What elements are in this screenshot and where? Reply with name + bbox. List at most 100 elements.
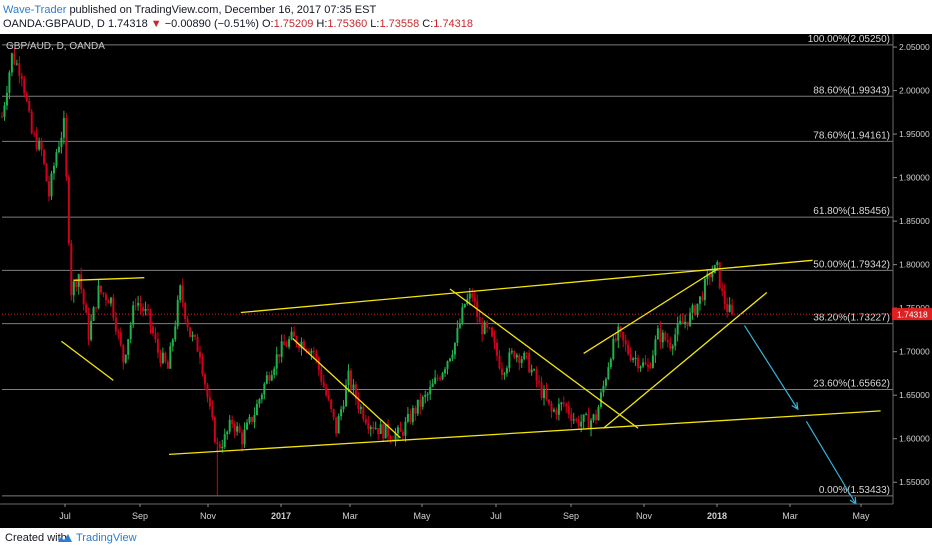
candle-down <box>488 327 491 329</box>
candle-up <box>642 362 645 367</box>
open-label: O: <box>261 18 274 30</box>
candle-down <box>518 355 521 363</box>
candle-down <box>486 322 489 328</box>
candle-down <box>439 378 442 380</box>
candlestick-chart[interactable]: 100.00%(2.05250) 88.60%(1.99343) 78.60%(1.… <box>0 34 932 528</box>
candle-down <box>330 399 333 410</box>
fib-level-label: 50.00%(1.79342) <box>813 259 890 270</box>
trendline[interactable] <box>583 268 718 354</box>
projection-line[interactable] <box>805 421 857 505</box>
candle-down <box>194 334 197 337</box>
author-link[interactable]: Wave-Trader <box>3 4 67 16</box>
tradingview-brand[interactable]: TradingView <box>76 532 137 544</box>
candle-down <box>387 423 390 437</box>
candle-up <box>10 53 13 73</box>
candle-down <box>349 370 352 389</box>
time-axis[interactable]: Jul Sep Nov 2017 Mar May Jul Sep Nov 2018 Mar May <box>0 503 932 528</box>
candle-up <box>453 342 456 355</box>
candle-down <box>189 327 192 337</box>
candle-up <box>404 421 407 436</box>
price-tick-label: 1.85000 <box>899 216 930 226</box>
trendline[interactable] <box>292 338 401 439</box>
candle-down <box>293 331 296 337</box>
trendline[interactable] <box>449 288 639 429</box>
candle-up <box>337 416 340 434</box>
candle-up <box>411 407 414 423</box>
candle-up <box>340 409 343 417</box>
candle-down <box>302 341 305 350</box>
candle-up <box>144 308 147 312</box>
candle-up <box>273 368 276 376</box>
candle-down <box>666 340 669 343</box>
candle-down <box>414 407 417 414</box>
trendline[interactable] <box>73 277 145 281</box>
candle-up <box>236 426 239 432</box>
candle-up <box>446 361 449 370</box>
candle-down <box>213 417 216 443</box>
candle-up <box>421 396 424 407</box>
candle-up <box>444 369 447 374</box>
price-axis[interactable]: 2.05000 2.00000 1.95000 1.90000 1.85000 1.800… <box>892 34 932 528</box>
candle-down <box>637 358 640 369</box>
candle-down <box>644 362 647 365</box>
candle-up <box>634 358 637 360</box>
candle-down <box>694 305 696 315</box>
candle-up <box>604 379 607 386</box>
candle-down <box>154 333 157 340</box>
candle-down <box>203 374 206 385</box>
candle-down <box>28 100 31 112</box>
candle-up <box>379 424 382 435</box>
candle-up <box>60 137 63 147</box>
candle-down <box>555 409 558 415</box>
candle-down <box>1 116 3 118</box>
low-label: L: <box>370 18 380 30</box>
candle-up <box>510 351 513 353</box>
trendline[interactable] <box>169 410 881 456</box>
candle-up <box>50 173 53 197</box>
candle-up <box>38 141 41 150</box>
candle-down <box>70 243 73 296</box>
candle-down <box>528 352 531 373</box>
candle-down <box>107 300 110 304</box>
candle-down <box>575 419 578 421</box>
candle-up <box>711 273 714 278</box>
candle-down <box>164 352 167 362</box>
time-tick-label: May <box>413 511 431 521</box>
candle-up <box>406 413 409 422</box>
candle-down <box>87 312 90 340</box>
candle-down <box>18 63 21 76</box>
candle-down <box>669 342 672 349</box>
candle-down <box>298 344 300 349</box>
footer: Created with TradingView <box>0 528 932 550</box>
trendline[interactable] <box>61 340 114 381</box>
candle-up <box>698 296 701 304</box>
candle-up <box>451 354 454 359</box>
candle-down <box>577 419 580 427</box>
candle-down <box>199 351 201 358</box>
time-tick-label: Jul <box>490 511 502 521</box>
candle-down <box>278 354 281 357</box>
candle-down <box>322 381 325 388</box>
candle-down <box>285 345 288 347</box>
candle-up <box>3 105 6 117</box>
candle-down <box>159 352 162 364</box>
candle-down <box>723 290 726 304</box>
time-tick-label: Mar <box>782 511 798 521</box>
candle-down <box>513 351 516 358</box>
candle-down <box>142 307 145 312</box>
candle-down <box>481 322 484 335</box>
candle-up <box>8 72 11 93</box>
candle-down <box>184 302 187 320</box>
fib-level-label: 0.00%(1.53433) <box>819 485 890 496</box>
projection-line[interactable] <box>743 325 799 410</box>
trendline[interactable] <box>603 292 768 429</box>
candle-up <box>609 359 612 368</box>
price-tick-label: 1.80000 <box>899 260 930 270</box>
candle-up <box>290 331 293 340</box>
candle-down <box>436 377 439 379</box>
candle-down <box>409 413 412 423</box>
candle-down <box>305 349 308 351</box>
published-text: published on TradingView.com, December 1… <box>69 4 377 16</box>
candle-down <box>718 262 721 289</box>
candle-down <box>595 414 597 421</box>
